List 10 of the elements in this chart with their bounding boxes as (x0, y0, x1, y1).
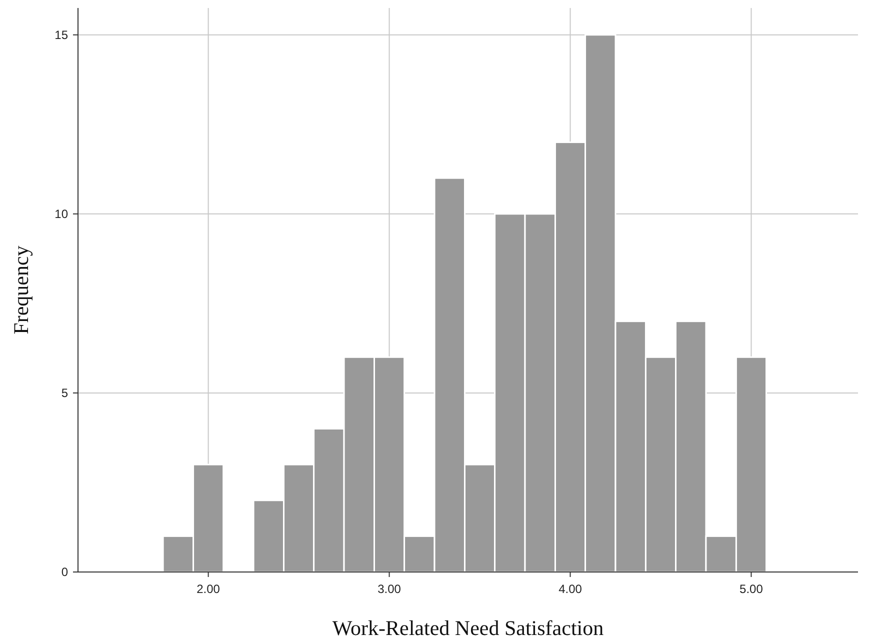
x-tick-label: 2.00 (196, 582, 220, 596)
y-tick-label: 5 (61, 386, 68, 400)
y-tick-label: 0 (61, 565, 68, 579)
y-axis-title: Frequency (9, 245, 33, 334)
x-axis-title: Work-Related Need Satisfaction (332, 616, 604, 640)
x-tick-label: 5.00 (740, 582, 764, 596)
x-tick-label: 3.00 (378, 582, 402, 596)
y-tick-label: 10 (54, 206, 68, 221)
x-tick-label: 4.00 (558, 582, 582, 596)
y-tick-label: 15 (54, 28, 68, 42)
